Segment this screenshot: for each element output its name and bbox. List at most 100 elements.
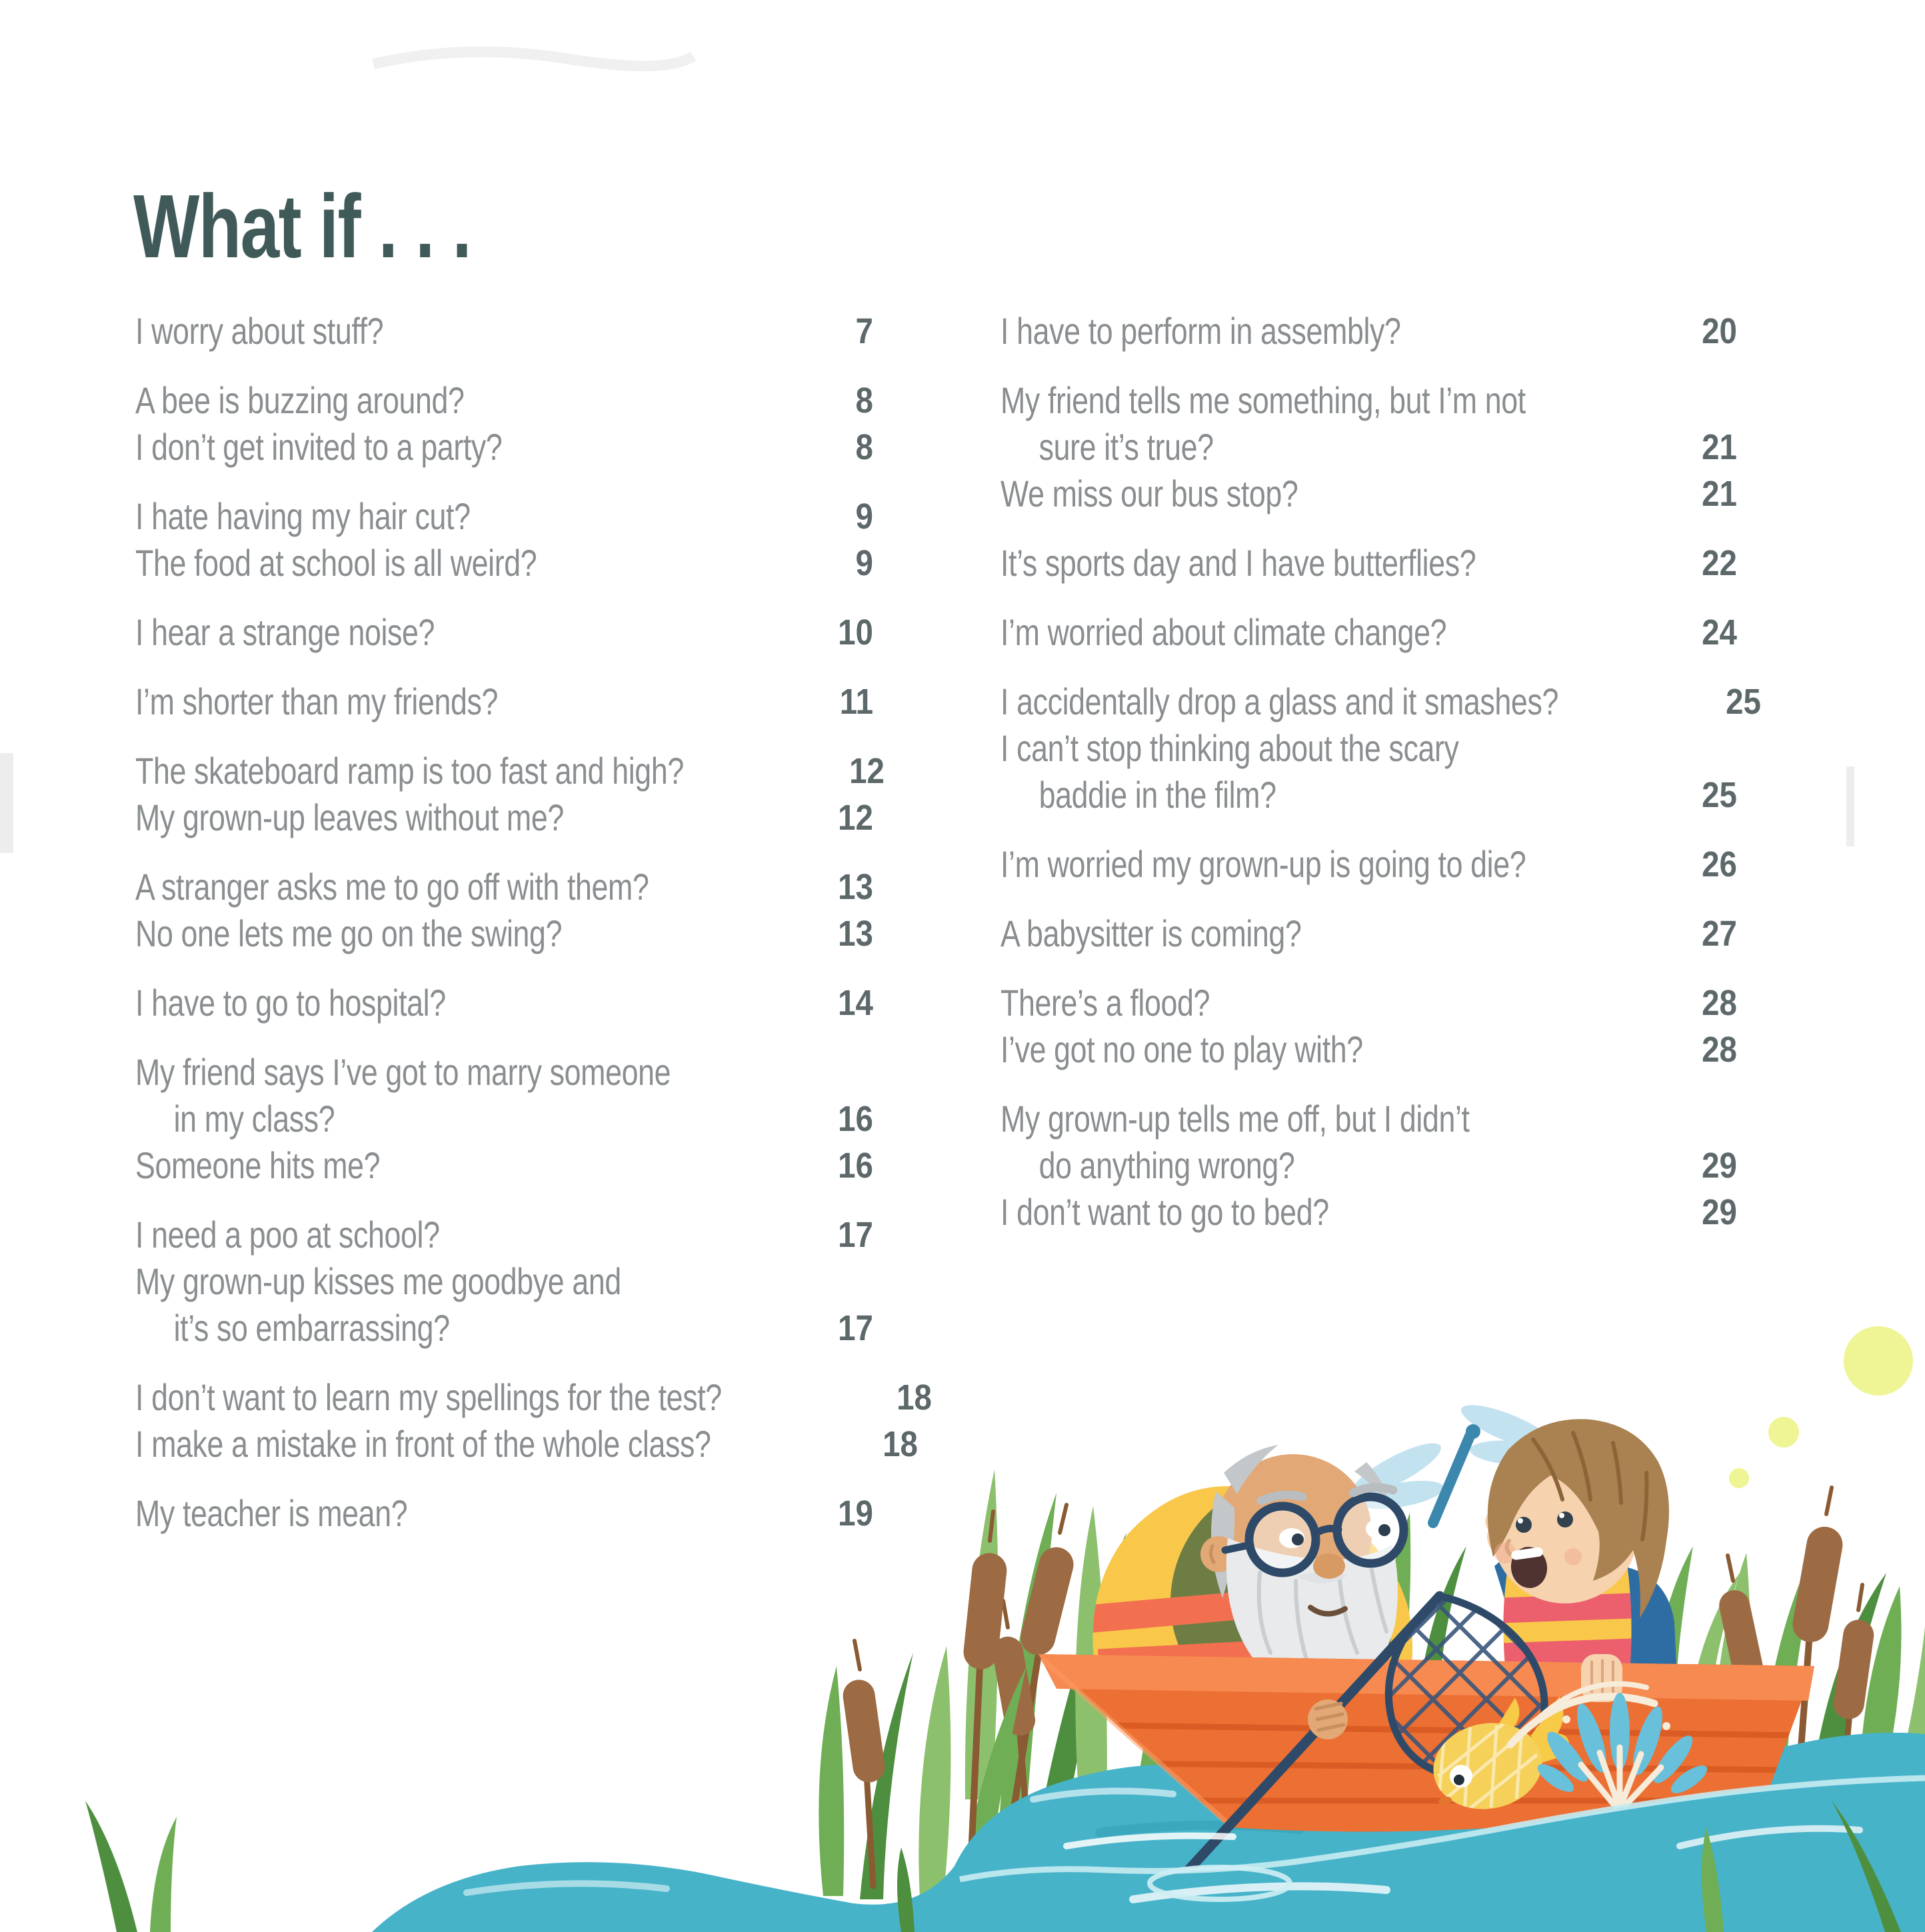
- toc-entry-text: it’s so embarrassing?: [173, 1307, 450, 1349]
- toc-entry-page: 28: [1702, 1030, 1737, 1070]
- toc-entry: I don’t want to learn my spellings for t…: [135, 1374, 932, 1421]
- toc-entry-text: My grown-up tells me off, but I didn’t: [1000, 1098, 1470, 1140]
- toc-entry: I have to perform in assembly? 20: [1000, 308, 1737, 355]
- bokeh-dots: [1729, 1326, 1913, 1488]
- toc-group: There’s a flood? 28 I’ve got no one to pla…: [1000, 980, 1737, 1073]
- toc-group: My friend says I’ve got to marry someone…: [135, 1049, 873, 1189]
- toc-entry-page: 9: [855, 496, 873, 536]
- toc-entry: baddie in the film? 25: [1000, 772, 1737, 818]
- toc-entry: in my class? 16: [135, 1096, 873, 1142]
- toc-entry: I can’t stop thinking about the scary: [1000, 725, 1737, 772]
- toc-entry-text: My friend says I’ve got to marry someone: [135, 1051, 671, 1093]
- toc-entry-text: The food at school is all weird?: [135, 542, 537, 584]
- toc-column-right: I have to perform in assembly? 20 My frien…: [1000, 308, 1761, 1236]
- toc-entry-text: I need a poo at school?: [135, 1214, 440, 1256]
- toc-entry: I worry about stuff? 7: [135, 308, 873, 355]
- toc-entry-text: in my class?: [173, 1098, 335, 1140]
- toc-entry: I hate having my hair cut? 9: [135, 493, 873, 540]
- toc-entry-page: 10: [838, 612, 873, 652]
- toc-entry-text: My grown-up kisses me goodbye and: [135, 1260, 621, 1302]
- toc-entry-page: 22: [1702, 543, 1737, 583]
- toc-entry-page: 24: [1702, 612, 1737, 652]
- toc-entry-text: I have to go to hospital?: [135, 982, 446, 1024]
- reeds-foreground: [85, 1801, 1901, 1932]
- toc-entry-page: 8: [855, 427, 873, 467]
- toc-entry-text: I’ve got no one to play with?: [1000, 1028, 1363, 1070]
- toc-entry-page: 27: [1702, 914, 1737, 954]
- water-front: [959, 1775, 1925, 1932]
- toc-column-left: I worry about stuff? 7 A bee is buzzing ar…: [135, 308, 932, 1537]
- toc-entry-page: 17: [838, 1215, 873, 1255]
- toc-entry: I don’t want to go to bed? 29: [1000, 1189, 1737, 1236]
- toc-entry-text: I hate having my hair cut?: [135, 495, 471, 537]
- toc-entry-page: 25: [1702, 775, 1737, 815]
- toc-entry-text: My grown-up leaves without me?: [135, 796, 564, 838]
- toc-entry: My grown-up tells me off, but I didn’t: [1000, 1096, 1737, 1142]
- toc-entry: I’ve got no one to play with? 28: [1000, 1026, 1737, 1073]
- grandfather-hand: [1308, 1699, 1348, 1739]
- toc-entry-text: I can’t stop thinking about the scary: [1000, 727, 1459, 769]
- toc-entry-text: do anything wrong?: [1038, 1144, 1295, 1186]
- toc-group: A babysitter is coming? 27: [1000, 910, 1737, 957]
- toc-entry-text: I don’t want to go to bed?: [1000, 1191, 1329, 1233]
- toc-entry: No one lets me go on the swing? 13: [135, 910, 873, 957]
- toc-entry-page: 7: [855, 311, 873, 351]
- toc-entry-page: 16: [838, 1099, 873, 1139]
- page-title: What if . . .: [133, 176, 472, 277]
- toc-entry-page: 28: [1702, 983, 1737, 1023]
- toc-group: It’s sports day and I have butterflies? 2…: [1000, 540, 1737, 586]
- child: [1485, 1419, 1677, 1679]
- toc-entry-text: A bee is buzzing around?: [135, 379, 465, 421]
- toc-entry: it’s so embarrassing? 17: [135, 1305, 873, 1352]
- toc-entry-text: A stranger asks me to go off with them?: [135, 866, 649, 908]
- toc-entry-page: 21: [1702, 427, 1737, 467]
- toc-entry: A stranger asks me to go off with them? 1…: [135, 864, 873, 910]
- toc-group: I have to go to hospital? 14: [135, 980, 873, 1026]
- toc-entry-page: 29: [1702, 1146, 1737, 1186]
- toc-entry: do anything wrong? 29: [1000, 1142, 1737, 1189]
- toc-entry-page: 21: [1702, 474, 1737, 514]
- toc-entry-text: I have to perform in assembly?: [1000, 310, 1401, 352]
- toc-entry-page: 20: [1702, 311, 1737, 351]
- toc-entry: I need a poo at school? 17: [135, 1212, 873, 1258]
- toc-entry-text: I’m worried about climate change?: [1000, 611, 1447, 653]
- toc-group: A bee is buzzing around? 8 I don’t get inv…: [135, 377, 873, 471]
- toc-entry: The skateboard ramp is too fast and high…: [135, 748, 885, 794]
- toc-entry: I don’t get invited to a party? 8: [135, 424, 873, 471]
- toc-entry-page: 12: [838, 798, 873, 838]
- toc-entry-page: 12: [849, 751, 885, 791]
- toc-entry-page: 25: [1726, 682, 1762, 722]
- toc-entry-text: No one lets me go on the swing?: [135, 912, 563, 954]
- toc-entry: It’s sports day and I have butterflies? 2…: [1000, 540, 1737, 586]
- scan-smudge: [0, 46, 1854, 853]
- toc-entry-page: 18: [896, 1378, 932, 1418]
- toc-group: I hate having my hair cut? 9 The food at s…: [135, 493, 873, 586]
- toc-entry: I’m worried my grown-up is going to die?…: [1000, 841, 1737, 888]
- toc-entry: My grown-up leaves without me? 12: [135, 794, 873, 841]
- grandfather: [1092, 1445, 1413, 1714]
- toc-group: I’m shorter than my friends? 11: [135, 678, 873, 725]
- toc-entry-page: 18: [883, 1424, 919, 1464]
- toc-group: A stranger asks me to go off with them? 1…: [135, 864, 873, 957]
- toc-entry-text: A babysitter is coming?: [1000, 912, 1302, 954]
- toc-entry: My grown-up kisses me goodbye and: [135, 1258, 873, 1305]
- toc-entry: A bee is buzzing around? 8: [135, 377, 873, 424]
- toc-entry: The food at school is all weird? 9: [135, 540, 873, 586]
- toc-entry-page: 11: [839, 682, 873, 722]
- toc-entry: Someone hits me? 16: [135, 1142, 873, 1189]
- toc-group: I don’t want to learn my spellings for t…: [135, 1374, 932, 1467]
- toc-entry-text: We miss our bus stop?: [1000, 473, 1298, 514]
- toc-entry-text: Someone hits me?: [135, 1144, 381, 1186]
- toc-entry-text: I make a mistake in front of the whole c…: [135, 1423, 711, 1465]
- toc-group: My teacher is mean? 19: [135, 1490, 873, 1537]
- reeds-right: [1713, 1485, 1925, 1789]
- toc-group: I’m worried my grown-up is going to die?…: [1000, 841, 1737, 888]
- toc-group: My grown-up tells me off, but I didn’t do…: [1000, 1096, 1737, 1236]
- toc-entry-page: 13: [838, 914, 873, 954]
- toc-entry-page: 14: [838, 983, 873, 1023]
- toc-entry: There’s a flood? 28: [1000, 980, 1737, 1026]
- toc-entry-text: I worry about stuff?: [135, 310, 384, 352]
- toc-entry-page: 19: [838, 1493, 873, 1533]
